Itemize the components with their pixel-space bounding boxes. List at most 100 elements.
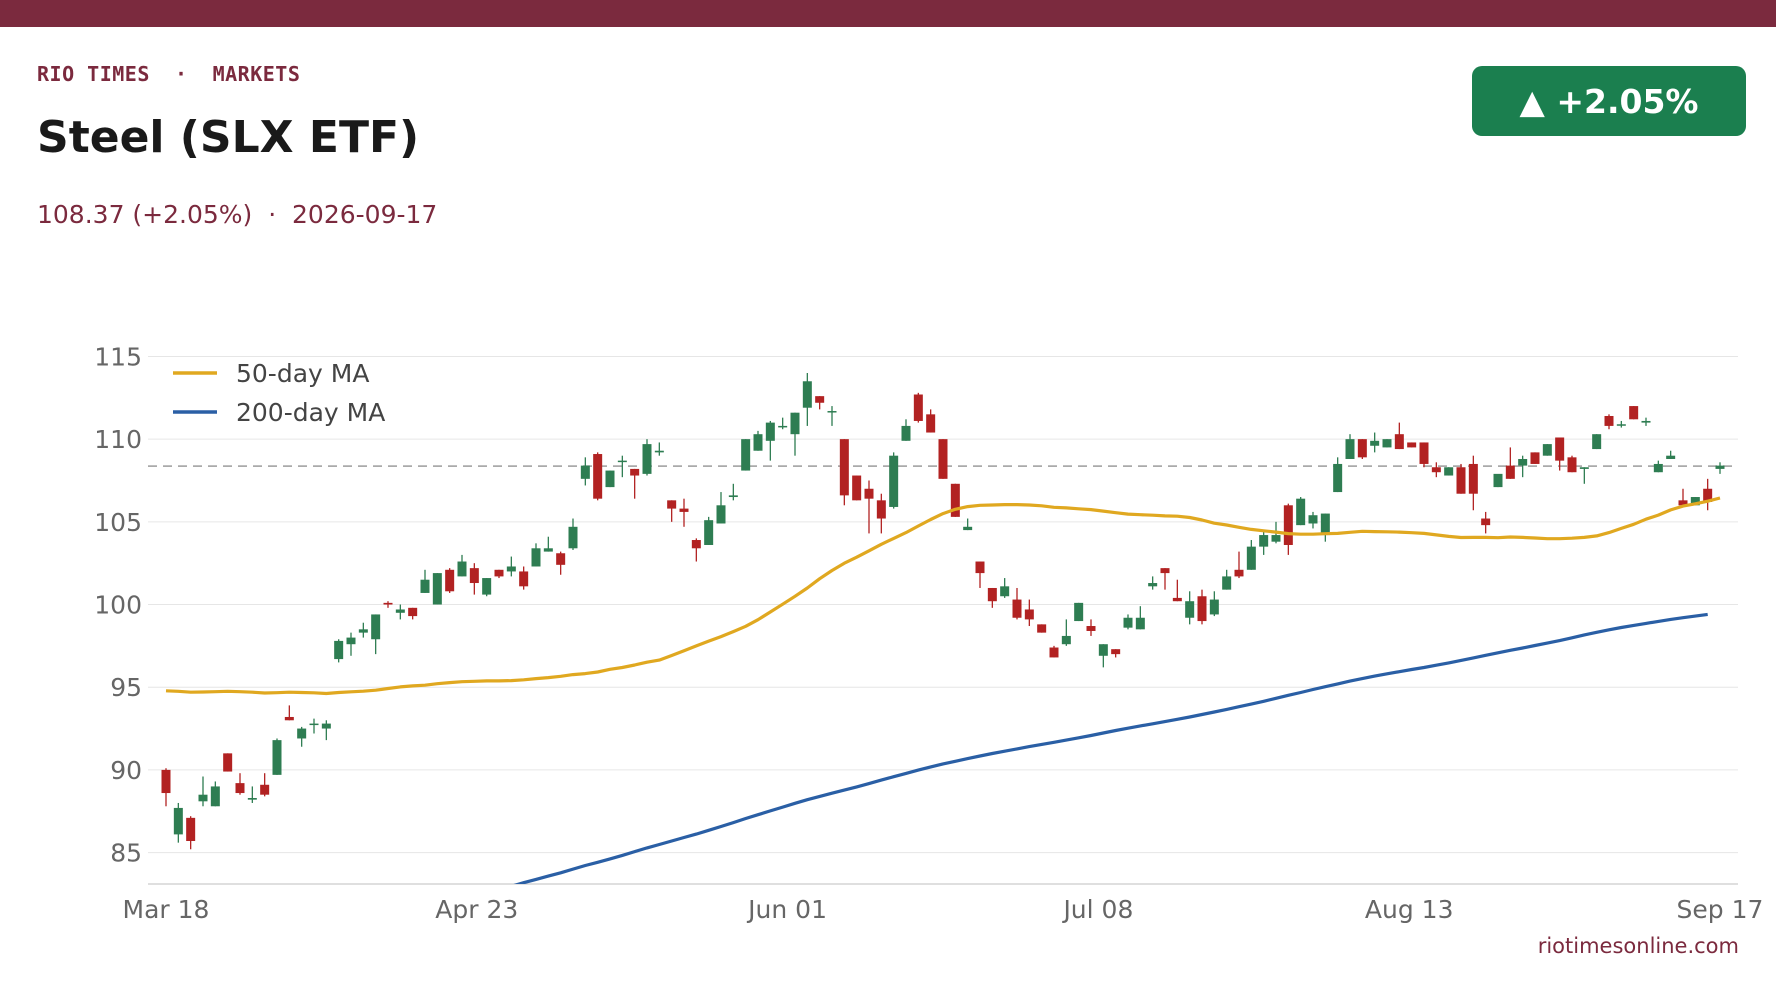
candle-body — [654, 450, 664, 453]
candle-body — [580, 465, 590, 479]
candle-body — [987, 587, 997, 602]
candle-body — [568, 526, 578, 549]
candle-body — [1283, 505, 1293, 545]
candle-body — [260, 784, 270, 795]
candle-body — [1493, 473, 1503, 488]
candle-body — [371, 614, 381, 640]
candle-body — [876, 500, 886, 519]
candle-body — [1345, 439, 1355, 459]
candle-body — [1555, 437, 1565, 461]
x-tick-label: Apr 23 — [435, 895, 518, 924]
change-badge: ▲ +2.05% — [1472, 66, 1746, 136]
candle-body — [1074, 602, 1084, 622]
candle-body — [309, 723, 319, 726]
candle-body — [1148, 583, 1158, 587]
candle-body — [445, 569, 455, 592]
y-tick-label: 105 — [94, 508, 142, 537]
candle-body — [432, 573, 442, 605]
candle-body — [408, 607, 418, 617]
candle-body — [1518, 458, 1528, 466]
candle-body — [1481, 518, 1491, 526]
candle-body — [691, 540, 701, 549]
candle-body — [223, 753, 233, 772]
y-tick-label: 100 — [94, 591, 142, 620]
candle-body — [593, 454, 603, 499]
candle-body — [1271, 535, 1281, 542]
candle-body — [1567, 457, 1577, 473]
candle-body — [1592, 434, 1602, 450]
candle-body — [235, 783, 245, 794]
candle-body — [556, 553, 566, 565]
candle-body — [753, 434, 763, 451]
candle-body — [1468, 463, 1478, 494]
candle-body — [1604, 415, 1614, 426]
candle-body — [1185, 601, 1195, 618]
candle-body — [420, 579, 430, 593]
candle-body — [1049, 647, 1059, 658]
candle-body — [272, 740, 282, 775]
candle-body — [247, 798, 257, 800]
candle-body — [1431, 467, 1441, 473]
candle-body — [383, 602, 393, 605]
legend-label-ma200: 200-day MA — [236, 398, 385, 427]
candle-body — [1715, 465, 1725, 469]
candle-body — [852, 475, 862, 501]
candle-body — [1456, 467, 1466, 494]
candle-body — [1320, 513, 1330, 536]
candle-body — [1172, 597, 1182, 602]
candle-body — [1308, 515, 1318, 524]
candle-body — [975, 561, 985, 574]
candle-body — [1703, 488, 1713, 502]
candle-body — [778, 425, 788, 428]
candle-body — [1246, 546, 1256, 570]
candle-body — [1407, 442, 1417, 448]
candle-body — [827, 411, 837, 413]
source-link[interactable]: riotimesonline.com — [1537, 934, 1739, 958]
candle-body — [926, 414, 936, 433]
candle-body — [210, 786, 220, 807]
candle-body — [1530, 452, 1540, 464]
candle-body — [482, 578, 492, 595]
candle-body — [630, 468, 640, 476]
candle-body — [1086, 626, 1096, 631]
candle-body — [1000, 586, 1010, 597]
x-tick-label: Mar 18 — [123, 895, 210, 924]
x-tick-label: Sep 17 — [1677, 895, 1764, 924]
candle-body — [938, 439, 948, 479]
candle-body — [1382, 439, 1392, 448]
candle-body — [284, 716, 294, 721]
candle-body — [1357, 439, 1367, 458]
top-bar — [0, 0, 1776, 27]
candle-body — [963, 526, 973, 531]
candle-body — [1135, 617, 1145, 630]
kicker: RIO TIMES · MARKETS — [37, 62, 301, 86]
candle-body — [1012, 599, 1022, 618]
ma200-line — [513, 612, 1708, 884]
candle-body — [815, 396, 825, 403]
candle-body — [297, 728, 307, 739]
candle-body — [334, 640, 344, 660]
candle-body — [1641, 420, 1651, 423]
candle-body — [913, 394, 923, 421]
candle-body — [1234, 569, 1244, 577]
candle-body — [506, 566, 516, 572]
legend-label-ma50: 50-day MA — [236, 359, 369, 388]
y-tick-label: 95 — [110, 673, 142, 702]
candle-body — [1444, 467, 1454, 476]
ma50-line — [165, 496, 1721, 696]
candle-body — [1579, 467, 1589, 469]
candle-body — [802, 381, 812, 408]
candle-body — [1505, 465, 1515, 479]
y-tick-label: 110 — [94, 425, 142, 454]
candle-body — [716, 505, 726, 524]
candle-body — [321, 723, 331, 729]
candle-body — [704, 520, 714, 545]
candle-body — [1123, 617, 1133, 628]
candle-body — [1333, 463, 1343, 493]
candle-body — [1160, 568, 1170, 574]
candle-body — [1690, 497, 1700, 506]
candle-body — [642, 444, 652, 474]
candle-body — [494, 569, 504, 577]
candle-body — [173, 807, 183, 835]
candle-body — [1666, 455, 1676, 459]
